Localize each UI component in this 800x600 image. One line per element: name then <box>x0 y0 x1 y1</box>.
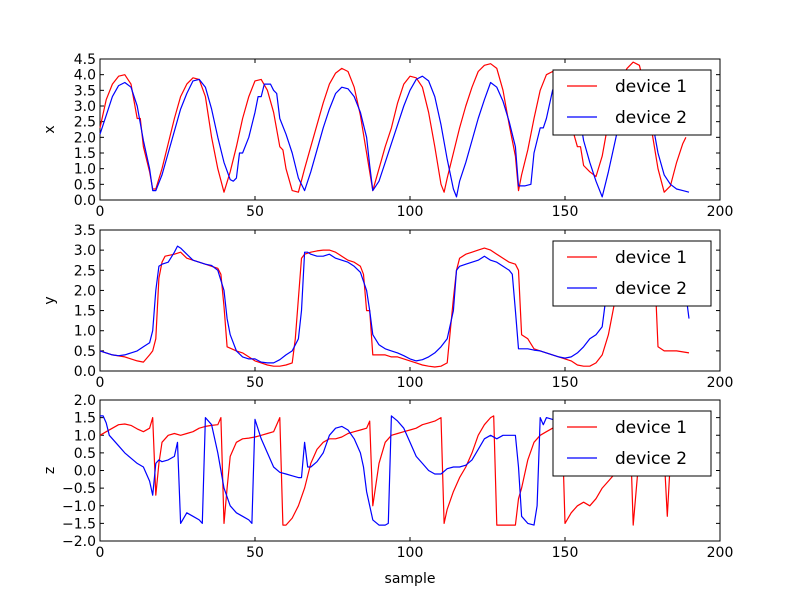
y-tick-label: 2.5 <box>74 263 96 279</box>
x-tick-label: 150 <box>552 545 579 561</box>
y-tick-label: 0.0 <box>74 364 96 380</box>
series-line-2 <box>100 415 584 526</box>
series-line-1 <box>99 415 677 526</box>
y-axis-label: y <box>42 296 58 304</box>
x-tick-label: 50 <box>246 204 264 220</box>
y-tick-label: 3.5 <box>74 223 96 239</box>
y-tick-label: 3.5 <box>74 83 96 99</box>
legend-box <box>552 69 712 136</box>
x-tick-label: 100 <box>397 545 424 561</box>
x-axis-label: sample <box>385 571 436 587</box>
legend-label-2: device 2 <box>615 279 687 299</box>
y-tick-label: 1.5 <box>74 304 96 320</box>
x-tick-label: 100 <box>397 204 424 220</box>
y-tick-label: 2.0 <box>74 283 96 299</box>
legend-box <box>552 240 712 307</box>
subplot-x: 0 50 100 150 200 0.00.51.01.52.02.53.03.54.04… <box>42 52 733 220</box>
x-tick-label: 150 <box>552 204 579 220</box>
y-tick-label: 4.0 <box>74 68 96 84</box>
x-tick-label: 200 <box>707 545 734 561</box>
legend-label-2: device 2 <box>615 449 687 469</box>
y-tick-label: −2.0 <box>62 534 96 550</box>
y-tick-label: 1.0 <box>74 324 96 340</box>
y-tick-label: 4.5 <box>74 52 96 68</box>
x-tick-label: 50 <box>246 375 264 391</box>
y-tick-label: −1.5 <box>62 516 96 532</box>
y-tick-label: 0.5 <box>74 177 96 193</box>
x-tick-label: 200 <box>707 375 734 391</box>
y-axis-label: x <box>42 125 58 133</box>
x-tick-label: 0 <box>96 545 105 561</box>
x-tick-label: 200 <box>707 204 734 220</box>
x-tick-label: 100 <box>397 375 424 391</box>
y-tick-label: 0.5 <box>74 446 96 462</box>
legend: device 1 device 2 <box>552 240 712 307</box>
y-tick-label: 1.0 <box>74 162 96 178</box>
x-tick-label: 50 <box>246 545 264 561</box>
y-tick-label: 2.5 <box>74 115 96 131</box>
y-axis-label: z <box>42 467 58 474</box>
series-line-2 <box>99 245 690 364</box>
y-tick-label: 2.0 <box>74 130 96 146</box>
y-tick-label: 1.5 <box>74 411 96 427</box>
legend-box <box>552 410 712 477</box>
y-tick-label: 1.5 <box>74 146 96 162</box>
legend-label-2: device 2 <box>615 108 687 128</box>
y-tick-label: 0.0 <box>74 464 96 480</box>
x-tick-label: 0 <box>96 204 105 220</box>
y-tick-label: −0.5 <box>62 481 96 497</box>
x-tick-label: 150 <box>552 375 579 391</box>
y-tick-label: 3.0 <box>74 243 96 259</box>
y-tick-label: 0.0 <box>74 193 96 209</box>
legend-label-1: device 1 <box>615 77 687 97</box>
legend-label-1: device 1 <box>615 248 687 268</box>
subplot-y: 0 50 100 150 200 0.0 0.5 1.0 1.5 2.0 2.5 3.0 3.5 y dev… <box>42 223 733 391</box>
y-tick-label: 1.0 <box>74 428 96 444</box>
y-tick-label: 0.5 <box>74 344 96 360</box>
y-tick-label: 2.0 <box>74 393 96 409</box>
legend: device 1 device 2 <box>552 69 712 136</box>
legend-label-1: device 1 <box>615 418 687 438</box>
subplot-z: 0 50 100 150 200 −2.0 −1.5−1.0 −0.50.0 0.5 1.01.5… <box>42 393 733 587</box>
y-tick-label: 3.0 <box>74 99 96 115</box>
y-tick-label: −1.0 <box>62 499 96 515</box>
series-line-1 <box>99 61 687 193</box>
legend: device 1 device 2 <box>552 410 712 477</box>
x-tick-label: 0 <box>96 375 105 391</box>
